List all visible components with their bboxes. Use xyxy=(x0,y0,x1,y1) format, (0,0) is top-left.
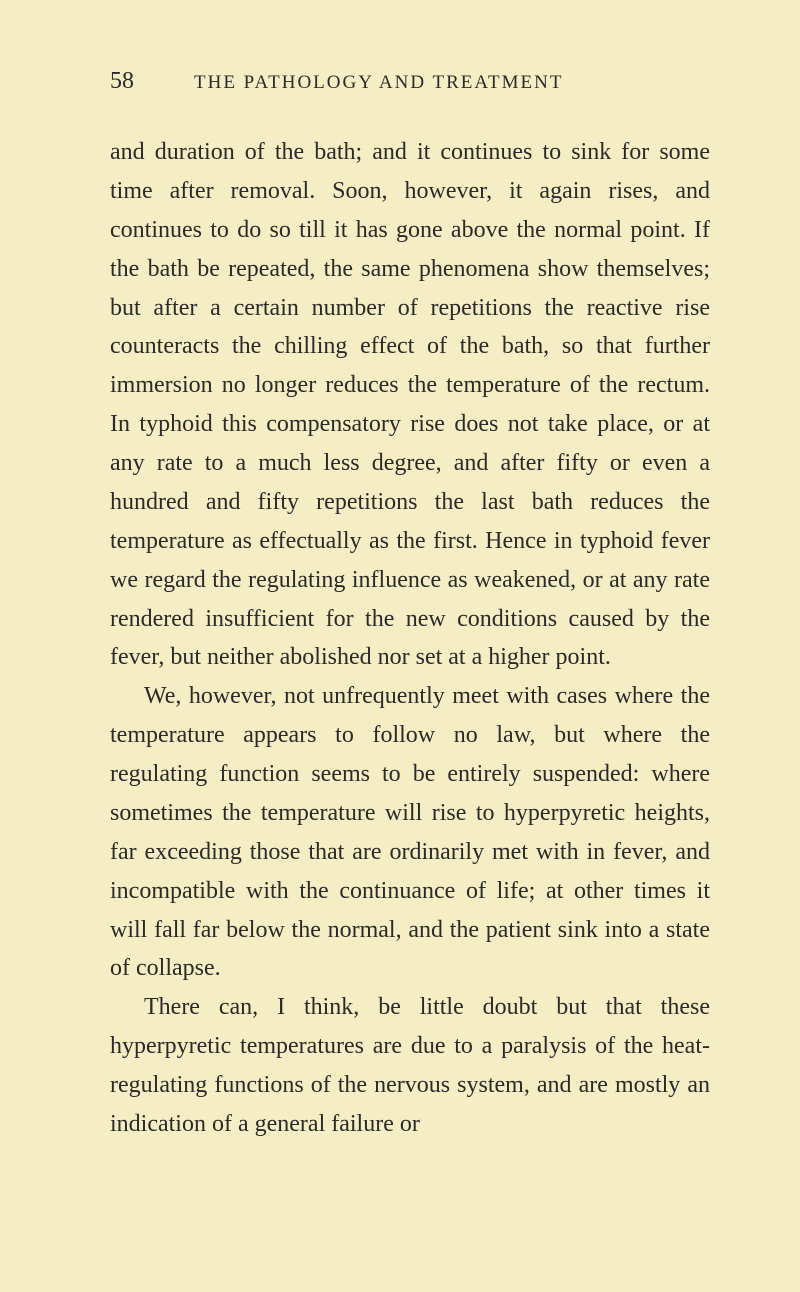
paragraph-2: We, however, not unfrequently meet with … xyxy=(110,677,710,988)
page-number: 58 xyxy=(110,68,134,95)
body-text: and duration of the bath; and it continu… xyxy=(110,133,710,1144)
running-title: THE PATHOLOGY AND TREATMENT xyxy=(194,72,563,94)
paragraph-1: and duration of the bath; and it continu… xyxy=(110,133,710,677)
page-header: 58 THE PATHOLOGY AND TREATMENT xyxy=(110,68,710,95)
paragraph-3: There can, I think, be little doubt but … xyxy=(110,988,710,1144)
